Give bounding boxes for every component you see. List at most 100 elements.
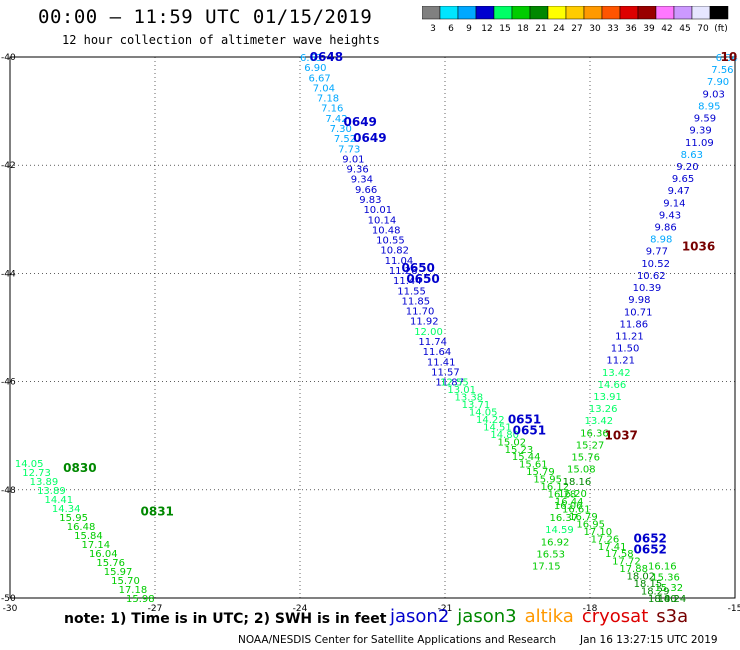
swh-value-track-b: 14.05 — [469, 407, 498, 418]
swh-value-track-d: 11.21 — [615, 331, 644, 342]
pass-time-label: 0651 — [513, 423, 546, 437]
swh-value-track-a: 11.74 — [418, 337, 447, 348]
swh-value-track-d: 13.26 — [589, 404, 618, 415]
colorbar-label: 12 — [481, 24, 492, 34]
swh-value-track-b: 16.95 — [576, 519, 605, 530]
swh-value-track-b: 16.28 — [548, 490, 577, 501]
swh-value-track-d: 9.65 — [672, 174, 694, 185]
satellite-legend-cryosat: cryosat — [581, 606, 649, 627]
swh-value-track-b: 17.88 — [619, 564, 648, 575]
colorbar-label: 33 — [607, 24, 618, 34]
colorbar-label: 9 — [466, 24, 472, 34]
pass-time-label: 0831 — [141, 504, 174, 518]
generation-timestamp: Jan 16 13:27:15 UTC 2019 — [580, 634, 718, 646]
swh-value-track-a: 6.90 — [304, 63, 326, 74]
swh-value-track-b: 18.40 — [648, 594, 677, 605]
swh-value-track-b: 12.55 — [440, 378, 469, 389]
swh-value-track-b: 16.12 — [541, 482, 570, 493]
colorbar-swatch — [529, 6, 549, 20]
swh-value-track-d: 9.39 — [689, 126, 711, 137]
satellite-legend: jason2 jason3 altika cryosat s3a — [390, 606, 696, 627]
pass-time-label: 0652 — [634, 531, 667, 545]
colorbar-label: 27 — [571, 24, 582, 34]
colorbar-label: (ft) — [714, 24, 728, 34]
colorbar-label: 3 — [430, 24, 436, 34]
swh-value-track-d: 9.43 — [659, 210, 681, 221]
swh-value-track-e: 18.24 — [658, 594, 687, 605]
swh-value-track-d: 11.21 — [606, 356, 635, 367]
colorbar-swatch — [547, 6, 567, 20]
swh-value-track-a: 10.55 — [376, 236, 405, 247]
colorbar-swatch — [655, 6, 675, 20]
swh-value-track-b: 15.44 — [512, 452, 541, 463]
swh-value-track-a: 6.67 — [308, 73, 330, 84]
swh-value-track-e: 16.16 — [648, 562, 677, 573]
pass-time-label: 1036 — [682, 239, 715, 253]
swh-value-track-a: 12.00 — [414, 327, 443, 338]
swh-value-track-a: 9.83 — [359, 195, 381, 206]
colorbar-swatch — [709, 6, 729, 20]
footer-note: note: 1) Time is in UTC; 2) SWH is in fe… — [64, 611, 387, 627]
swh-value-track-d: 8.98 — [650, 235, 672, 246]
swh-value-track-d: 7.90 — [707, 77, 729, 88]
swh-value-track-a: 7.18 — [317, 94, 339, 105]
swh-value-track-d: 16.53 — [536, 549, 565, 560]
colorbar-swatch — [619, 6, 639, 20]
satellite-legend-jason3: jason3 — [457, 606, 517, 627]
swh-value-track-d: 16.20 — [558, 489, 587, 500]
pass-time-label: 0650 — [402, 261, 435, 275]
swh-value-track-b: 14.51 — [483, 422, 512, 433]
swh-value-track-b: 15.95 — [533, 475, 562, 486]
x-tick-label: -30 — [3, 604, 18, 614]
swh-value-track-b: 17.41 — [598, 542, 627, 553]
swh-value-track-a: 10.48 — [372, 225, 401, 236]
swh-value-track-c: 15.98 — [126, 594, 155, 605]
swh-value-track-c: 14.05 — [15, 459, 44, 470]
swh-value-track-c: 15.76 — [96, 558, 125, 569]
swh-value-track-c: 13.89 — [37, 486, 66, 497]
pass-time-label: 0649 — [353, 131, 386, 145]
swh-value-track-d: 16.36 — [580, 428, 609, 439]
swh-value-track-a: 7.16 — [321, 104, 343, 115]
swh-value-track-b: 15.61 — [519, 460, 548, 471]
swh-value-track-a: 11.44 — [393, 276, 422, 287]
swh-value-track-a: 11.92 — [410, 317, 439, 328]
swh-value-track-d: 16.06 — [554, 501, 583, 512]
colorbar-swatch — [439, 6, 459, 20]
swh-value-track-d: 9.47 — [668, 186, 690, 197]
colorbar-label: 70 — [697, 24, 709, 34]
pass-time-label: 0648 — [310, 50, 343, 64]
swh-value-track-a: 11.55 — [397, 286, 426, 297]
swh-value-track-c: 15.70 — [111, 576, 140, 587]
swh-value-track-b: 13.38 — [455, 393, 484, 404]
swh-value-track-c: 16.04 — [89, 549, 118, 560]
swh-value-track-a: 11.57 — [431, 367, 460, 378]
swh-value-track-c: 15.84 — [74, 531, 103, 542]
x-tick-label: -24 — [293, 604, 308, 614]
swh-value-track-a: 6.63 — [300, 53, 322, 64]
swh-value-track-d: 14.66 — [598, 380, 627, 391]
swh-value-track-b: 18.29 — [641, 587, 670, 598]
y-tick-label: -50 — [1, 594, 16, 604]
swh-value-track-a: 9.66 — [355, 185, 377, 196]
swh-value-track-a: 7.42 — [325, 114, 347, 125]
swh-value-track-d: 16.92 — [541, 537, 570, 548]
colorbar-swatch — [493, 6, 513, 20]
swh-value-track-b: 17.10 — [584, 527, 613, 538]
colorbar-swatch — [691, 6, 711, 20]
swh-value-track-d: 9.86 — [654, 223, 676, 234]
swh-value-track-a: 7.04 — [313, 83, 335, 94]
credit-line: NOAA/NESDIS Center for Satellite Applica… — [238, 634, 556, 646]
y-tick-label: -40 — [1, 53, 16, 63]
swh-value-track-a: 11.85 — [402, 296, 431, 307]
swh-value-track-a: 9.34 — [351, 175, 373, 186]
swh-value-track-a: 7.52 — [334, 134, 356, 145]
swh-value-track-b: 17.58 — [605, 549, 634, 560]
swh-value-track-b: 18.15 — [634, 579, 663, 590]
pass-time-label: 0651 — [508, 412, 541, 426]
x-tick-label: -21 — [438, 604, 453, 614]
colorbar-label: 21 — [535, 24, 546, 34]
colorbar-swatch — [511, 6, 531, 20]
swh-value-track-a: 11.04 — [385, 256, 414, 267]
